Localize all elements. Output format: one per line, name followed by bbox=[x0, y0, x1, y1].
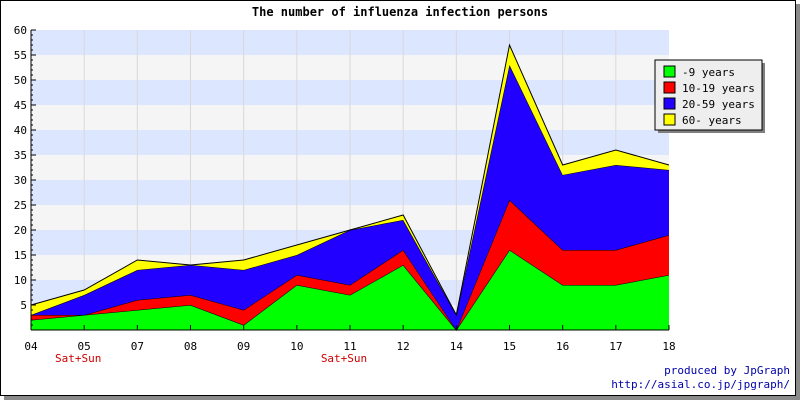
y-tick-label: 30 bbox=[14, 174, 27, 187]
x-tick-label: 10 bbox=[290, 340, 303, 353]
x-tick-label: 17 bbox=[609, 340, 622, 353]
area-series bbox=[31, 200, 669, 330]
series-areas bbox=[30, 43, 670, 332]
x-tick-label: 11 bbox=[343, 340, 356, 353]
frame-shadow-right bbox=[796, 4, 800, 400]
y-tick-label: 50 bbox=[14, 74, 27, 87]
credits: produced by JpGraph http://asial.co.jp/j… bbox=[611, 364, 790, 392]
x-tick-note: Sat+Sun bbox=[55, 352, 101, 365]
x-tick-label: 18 bbox=[662, 340, 675, 353]
legend-label: 20-59 years bbox=[682, 98, 755, 111]
chart-title: The number of influenza infection person… bbox=[252, 5, 548, 19]
x-tick-note: Sat+Sun bbox=[321, 352, 367, 365]
x-tick-label: 07 bbox=[131, 340, 144, 353]
legend: -9 years 10-19 years 20-59 years 60- years bbox=[654, 59, 765, 133]
y-tick-label: 45 bbox=[14, 99, 27, 112]
frame-shadow-bottom bbox=[4, 396, 800, 400]
x-tick-label: 05 bbox=[78, 340, 91, 353]
credit-url[interactable]: http://asial.co.jp/jpgraph/ bbox=[611, 378, 790, 391]
y-tick-label: 40 bbox=[14, 124, 27, 137]
legend-label: 10-19 years bbox=[682, 82, 755, 95]
x-tick-label: 15 bbox=[503, 340, 516, 353]
y-tick-label: 20 bbox=[14, 224, 27, 237]
legend-swatch bbox=[663, 81, 676, 94]
y-tick-label: 25 bbox=[14, 199, 27, 212]
y-tick-label: 10 bbox=[14, 274, 27, 287]
y-tick-label: 5 bbox=[20, 299, 27, 312]
legend-swatch bbox=[663, 113, 676, 126]
x-tick-label: 16 bbox=[556, 340, 569, 353]
credit-producer: produced by JpGraph bbox=[664, 364, 790, 377]
legend-swatch bbox=[663, 97, 676, 110]
x-tick-label: 04 bbox=[24, 340, 38, 353]
y-tick-label: 60 bbox=[14, 24, 27, 37]
x-tick-label: 14 bbox=[450, 340, 464, 353]
area-series bbox=[31, 250, 669, 330]
y-tick-label: 15 bbox=[14, 249, 27, 262]
series-line bbox=[30, 43, 670, 317]
x-tick-label: 09 bbox=[237, 340, 250, 353]
legend-label: -9 years bbox=[682, 66, 735, 79]
y-tick-label: 35 bbox=[14, 149, 27, 162]
area-series bbox=[31, 45, 669, 315]
legend-label: 60- years bbox=[682, 114, 742, 127]
x-tick-label: 08 bbox=[184, 340, 197, 353]
legend-swatch bbox=[663, 65, 676, 78]
x-tick-label: 12 bbox=[397, 340, 410, 353]
area-series bbox=[31, 65, 669, 330]
y-axis-ticks: 5 10 15 20 25 30 35 40 45 50 55 60 bbox=[14, 24, 36, 331]
y-tick-label: 55 bbox=[14, 49, 27, 62]
